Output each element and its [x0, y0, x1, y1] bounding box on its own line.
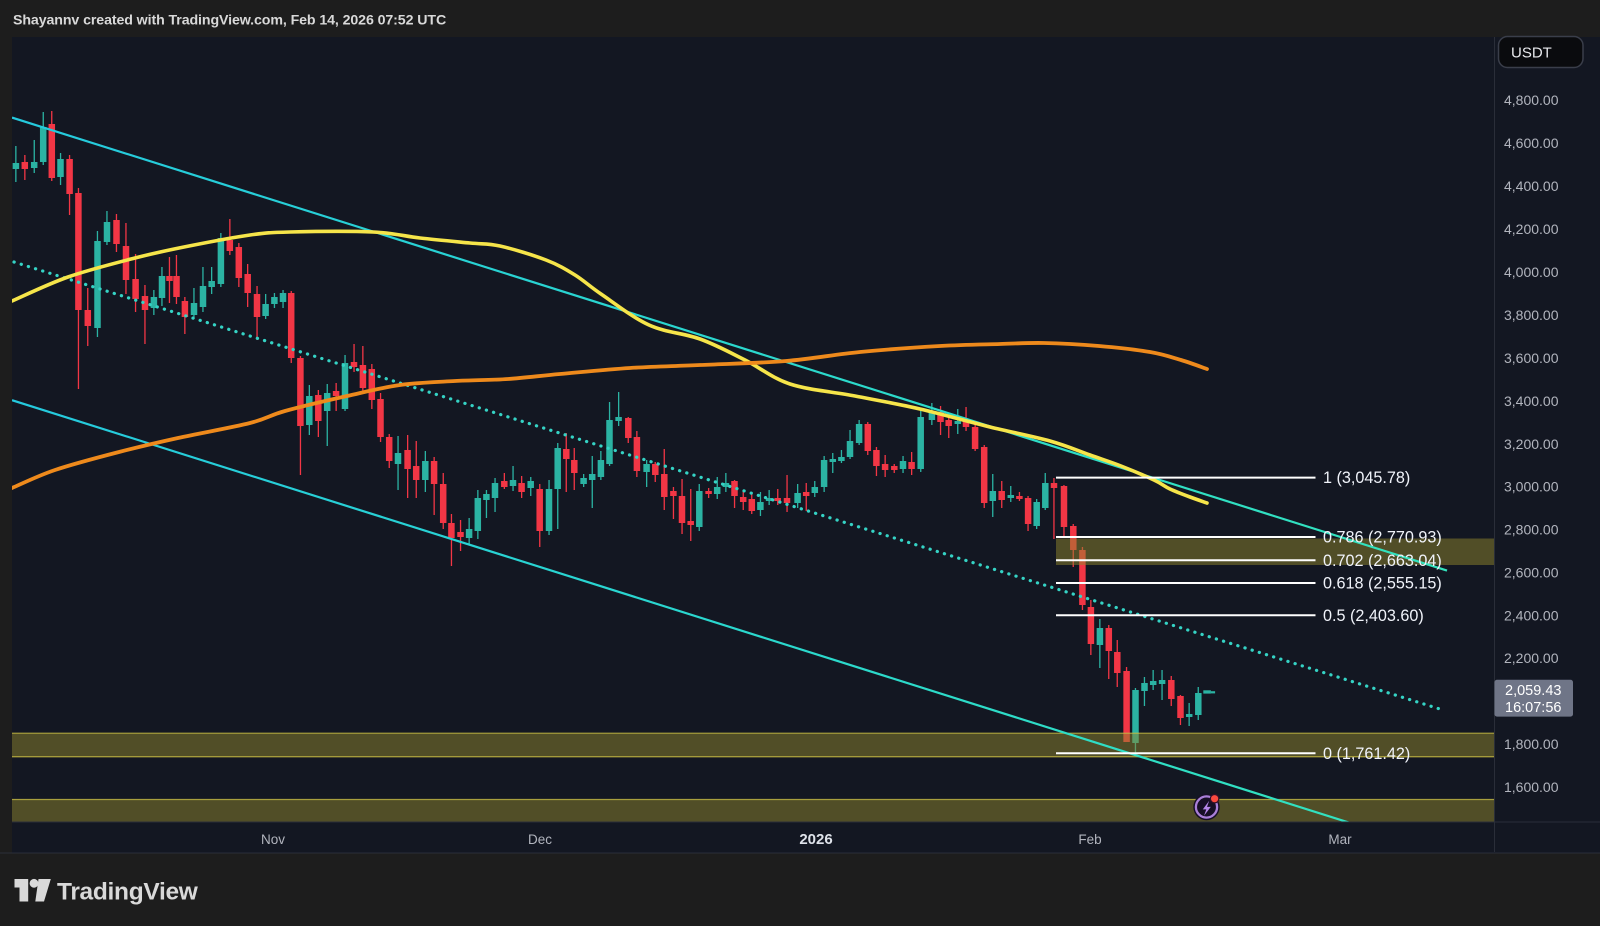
svg-text:2,200.00: 2,200.00 — [1504, 650, 1559, 666]
svg-text:16:07:56: 16:07:56 — [1505, 700, 1561, 716]
svg-text:1 (3,045.78): 1 (3,045.78) — [1323, 469, 1410, 487]
svg-text:1,800.00: 1,800.00 — [1504, 736, 1559, 752]
svg-text:2,800.00: 2,800.00 — [1504, 522, 1559, 538]
svg-text:Shayannv created with TradingV: Shayannv created with TradingView.com, F… — [13, 13, 446, 29]
svg-text:3,800.00: 3,800.00 — [1504, 307, 1559, 323]
svg-text:1,600.00: 1,600.00 — [1504, 779, 1559, 795]
svg-text:0.702 (2,663.04): 0.702 (2,663.04) — [1323, 552, 1442, 570]
svg-text:0.618 (2,555.15): 0.618 (2,555.15) — [1323, 575, 1442, 593]
svg-text:4,800.00: 4,800.00 — [1504, 92, 1559, 108]
svg-text:4,600.00: 4,600.00 — [1504, 135, 1559, 151]
svg-text:3,400.00: 3,400.00 — [1504, 393, 1559, 409]
svg-text:2,600.00: 2,600.00 — [1504, 564, 1559, 580]
svg-text:Dec: Dec — [528, 832, 552, 847]
svg-text:0.786 (2,770.93): 0.786 (2,770.93) — [1323, 529, 1442, 547]
svg-text:TradingView: TradingView — [57, 879, 199, 906]
svg-text:3,000.00: 3,000.00 — [1504, 479, 1559, 495]
svg-text:4,200.00: 4,200.00 — [1504, 221, 1559, 237]
svg-text:2026: 2026 — [799, 831, 832, 848]
svg-text:Nov: Nov — [261, 832, 285, 847]
svg-text:0 (1,761.42): 0 (1,761.42) — [1323, 745, 1410, 763]
svg-text:4,400.00: 4,400.00 — [1504, 178, 1559, 194]
svg-text:2,059.43: 2,059.43 — [1505, 683, 1561, 699]
svg-text:0.5 (2,403.60): 0.5 (2,403.60) — [1323, 607, 1424, 625]
svg-text:3,200.00: 3,200.00 — [1504, 436, 1559, 452]
svg-text:USDT: USDT — [1511, 45, 1552, 62]
svg-text:Feb: Feb — [1078, 832, 1101, 847]
svg-text:3,600.00: 3,600.00 — [1504, 350, 1559, 366]
svg-text:4,000.00: 4,000.00 — [1504, 264, 1559, 280]
svg-text:2,400.00: 2,400.00 — [1504, 607, 1559, 623]
svg-text:Mar: Mar — [1328, 832, 1352, 847]
